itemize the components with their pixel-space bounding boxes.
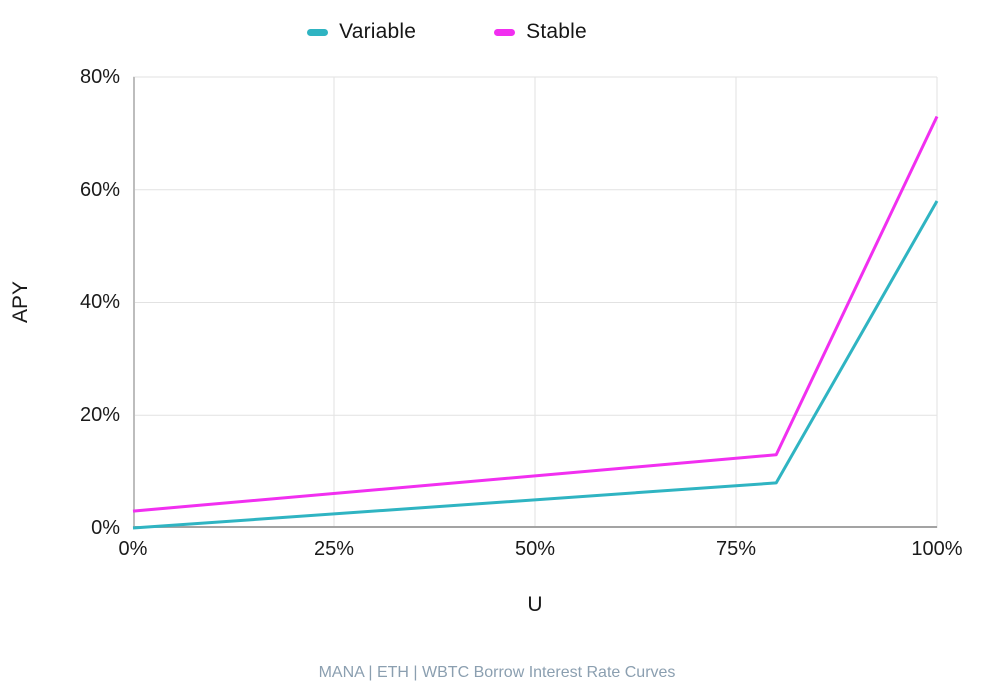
x-axis-title: U [527,593,543,616]
x-tick-label-50: 50% [514,538,556,560]
y-tick-label-20: 20% [79,404,120,426]
legend-label-stable: Stable [526,20,587,43]
legend-item-variable: Variable [307,20,416,44]
legend-item-stable: Stable [494,20,587,44]
x-tick-label-0: 0% [118,538,148,560]
gridlines [133,76,938,528]
chart-legend-items: Variable Stable [307,20,587,44]
plot-area [132,76,939,530]
y-tick-label-80: 80% [79,66,120,88]
stable-series-swatch-icon [494,28,516,36]
x-tick-label-100: 100% [911,538,963,560]
plot-svg [132,76,939,530]
variable-series-swatch-icon [307,28,329,36]
series-line-stable [132,115,939,513]
x-tick-label-75: 75% [715,538,757,560]
x-tick-label-25: 25% [313,538,355,560]
y-tick-label-60: 60% [79,179,120,201]
series-line-variable [132,200,939,530]
legend-label-variable: Variable [339,20,417,43]
y-tick-label-0: 0% [91,517,120,539]
y-tick-label-40: 40% [79,291,120,313]
series-lines [132,115,939,530]
chart-legend: Variable Stable [0,20,994,44]
chart-caption: MANA | ETH | WBTC Borrow Interest Rate C… [318,664,676,681]
y-axis-title: APY [9,280,32,324]
